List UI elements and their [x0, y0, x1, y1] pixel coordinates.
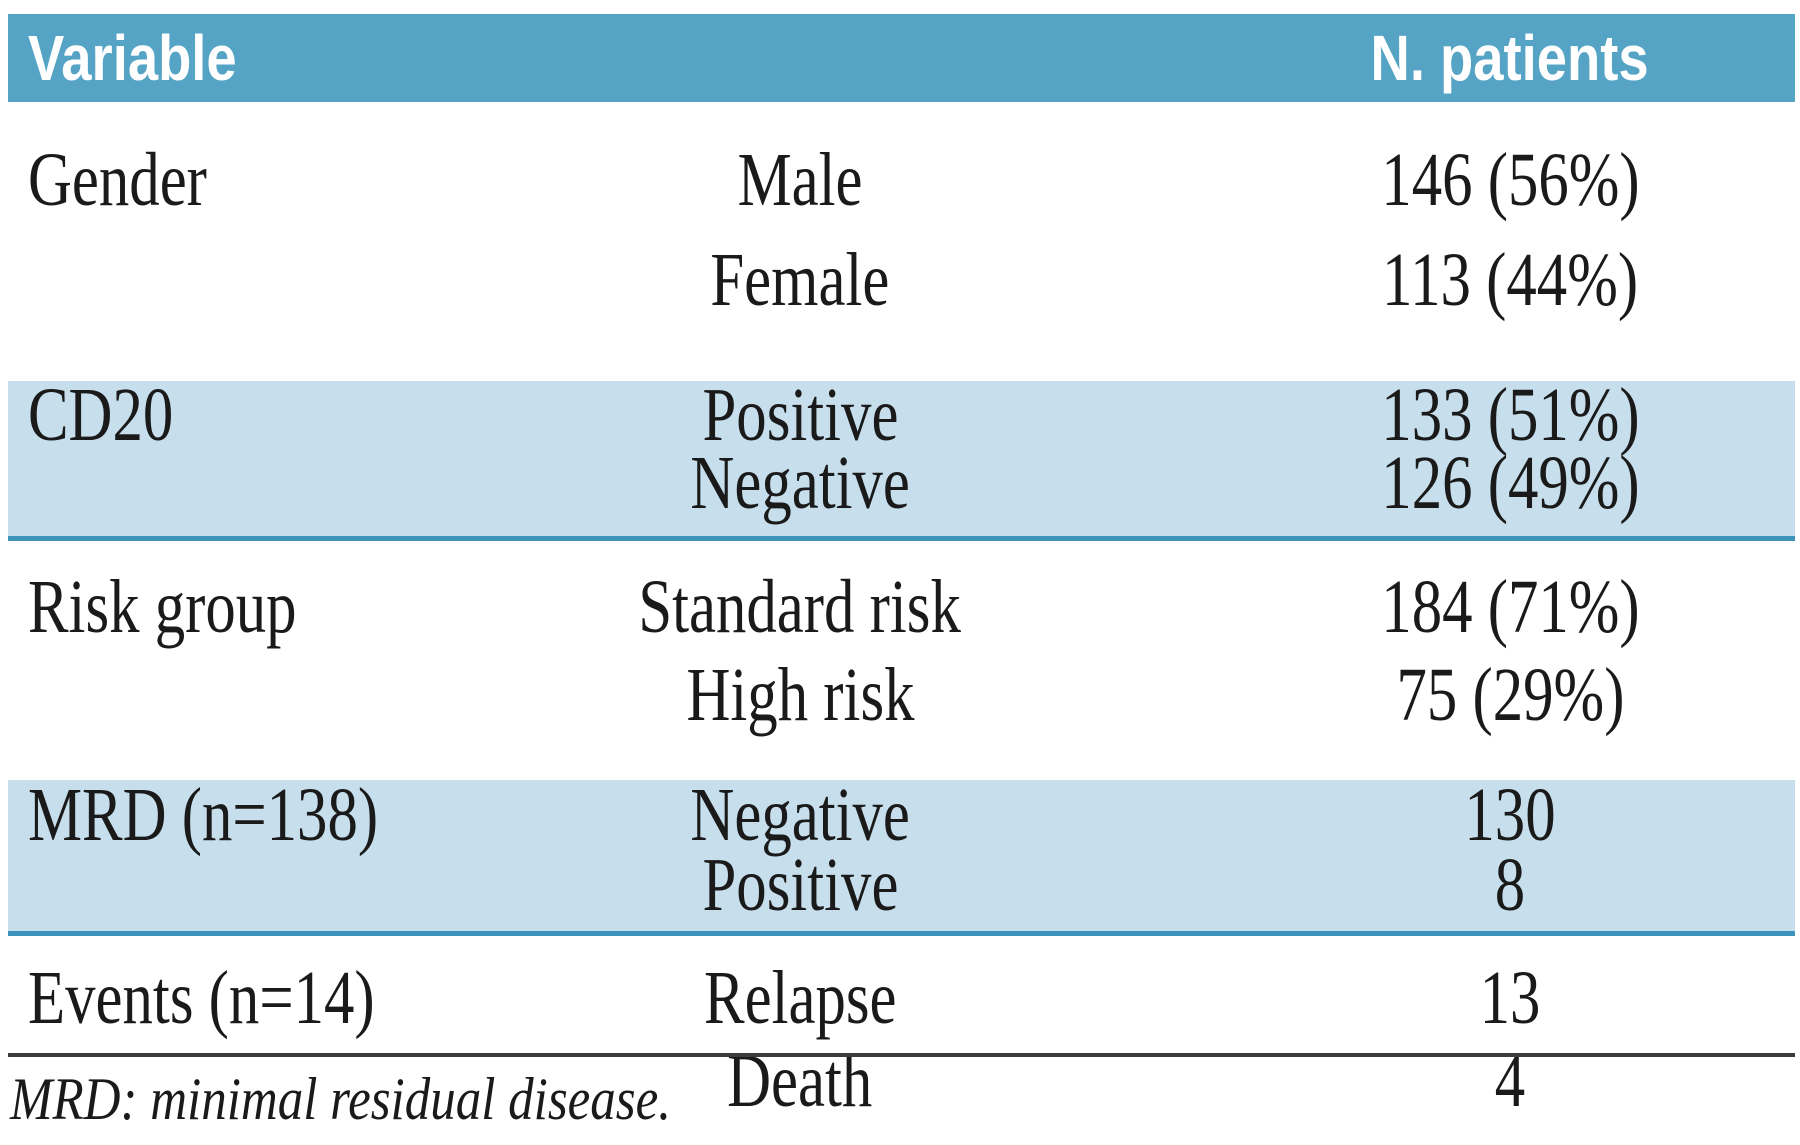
value-cell: 146 (56%)	[1220, 130, 1800, 230]
value-label: 133 (51%)	[1380, 373, 1640, 457]
category-cell: Positive	[8, 377, 1592, 453]
category-label: Male	[737, 138, 863, 222]
table-section-gender: Gender Male 146 (56%) Female 113 (44%)	[8, 130, 1795, 363]
table-section-events: Events (n=14) Relapse 13 Death 4	[8, 956, 1795, 1145]
category-label: Relapse	[703, 955, 897, 1040]
category-label: High risk	[686, 653, 914, 737]
category-cell: Female	[8, 230, 1592, 330]
value-label: 13	[1479, 955, 1541, 1040]
value-cell: 126 (49%)	[1220, 445, 1800, 521]
variable-cell: Events (n=14)	[28, 956, 461, 1039]
value-label: 75 (29%)	[1396, 653, 1624, 737]
category-label: Positive	[702, 843, 898, 927]
value-cell: 113 (44%)	[1220, 230, 1800, 330]
value-label: 113 (44%)	[1381, 238, 1639, 322]
table-body: Gender Male 146 (56%) Female 113 (44%) C…	[8, 102, 1795, 1145]
column-header-n-patients-label: N. patients	[1370, 22, 1650, 94]
column-header-variable: Variable	[28, 14, 274, 102]
variable-label: CD20	[28, 373, 174, 457]
table-section-cd20: CD20 Positive 133 (51%) Negative 126 (49…	[8, 377, 1795, 541]
value-label: 8	[1494, 843, 1526, 927]
category-label: Negative	[690, 773, 910, 857]
category-label: Standard risk	[638, 565, 962, 649]
table-row: Gender Male 146 (56%)	[8, 130, 1795, 230]
table-row: Female 113 (44%)	[8, 230, 1795, 330]
table-section-mrd: MRD (n=138) Negative 130 Positive 8	[8, 773, 1795, 936]
table-header-row: Variable N. patients	[8, 14, 1795, 102]
category-cell: Standard risk	[8, 563, 1592, 651]
value-cell: 75 (29%)	[1220, 651, 1800, 739]
value-label: 130	[1464, 773, 1556, 857]
table-row: CD20 Positive 133 (51%)	[8, 377, 1795, 453]
value-label: 126 (49%)	[1380, 441, 1640, 525]
column-header-variable-label: Variable	[28, 22, 237, 94]
value-cell: 13	[1220, 956, 1800, 1039]
table-row: Positive 8	[8, 843, 1795, 927]
table-footnote-text: MRD: minimal residual disease.	[10, 1066, 672, 1132]
value-label: 146 (56%)	[1380, 138, 1640, 222]
table-footnote: MRD: minimal residual disease.	[10, 1068, 1790, 1131]
variable-cell: CD20	[28, 377, 210, 453]
column-header-n-patients: N. patients	[1220, 14, 1800, 102]
variable-label: MRD (n=138)	[28, 773, 379, 857]
category-cell: Negative	[8, 445, 1592, 521]
table-row: Events (n=14) Relapse 13	[8, 956, 1795, 1039]
variable-label: Events (n=14)	[28, 955, 375, 1040]
table-row: High risk 75 (29%)	[8, 651, 1795, 739]
category-label: Positive	[702, 373, 898, 457]
category-cell: Male	[8, 130, 1592, 230]
table-bottom-rule	[8, 1053, 1795, 1057]
category-cell: Negative	[8, 773, 1592, 857]
value-label: 184 (71%)	[1380, 565, 1640, 649]
variable-label: Gender	[28, 138, 207, 222]
variable-cell: Risk group	[28, 563, 364, 651]
variable-cell: MRD (n=138)	[28, 773, 466, 857]
category-cell: Relapse	[8, 956, 1592, 1039]
value-cell: 8	[1220, 843, 1800, 927]
category-cell: High risk	[8, 651, 1592, 739]
variable-label: Risk group	[28, 565, 297, 649]
category-cell: Positive	[8, 843, 1592, 927]
table-row: MRD (n=138) Negative 130	[8, 773, 1795, 857]
variable-cell: Gender	[28, 130, 252, 230]
table-row: Negative 126 (49%)	[8, 445, 1795, 521]
value-cell: 130	[1220, 773, 1800, 857]
value-cell: 133 (51%)	[1220, 377, 1800, 453]
table-section-risk-group: Risk group Standard risk 184 (71%) High …	[8, 563, 1795, 768]
table-row: Risk group Standard risk 184 (71%)	[8, 563, 1795, 651]
category-label: Female	[710, 238, 890, 322]
category-label: Negative	[690, 441, 910, 525]
value-cell: 184 (71%)	[1220, 563, 1800, 651]
